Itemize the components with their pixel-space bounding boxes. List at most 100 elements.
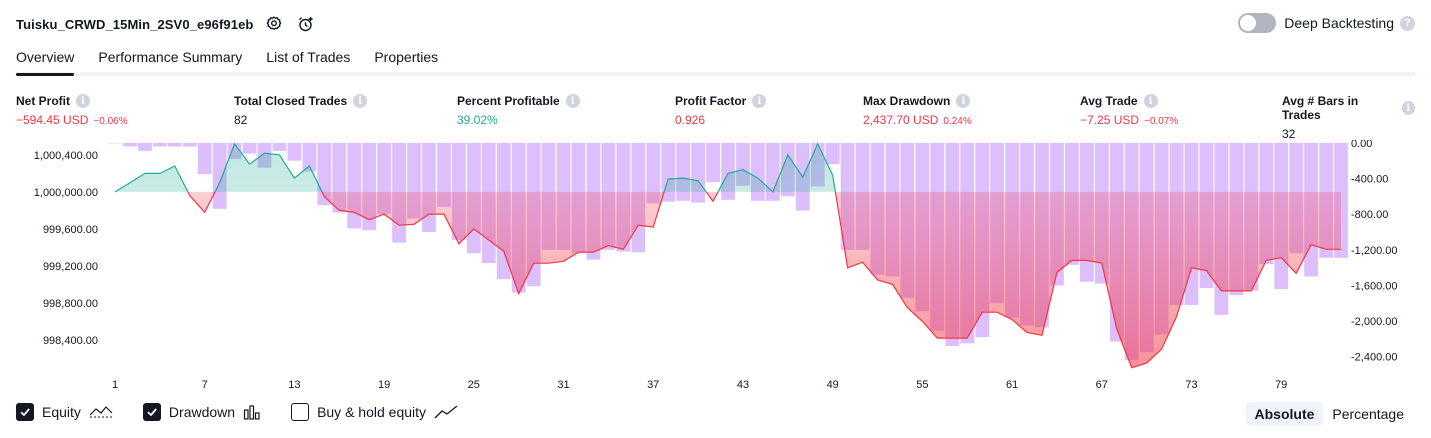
metric-label: Avg Trade [1080,94,1138,108]
info-icon[interactable]: i [353,94,368,108]
metric-max-drawdown: Max Drawdown i 2,437.70 USD 0.24% [863,94,972,127]
drawdown-bars-icon [243,404,261,420]
drawdown-bar [182,142,197,147]
equity-area-icon [89,404,113,420]
right-axis-tick: 0.00 [1351,140,1372,150]
drawdown-bar [272,142,287,151]
drawdown-bar [138,142,152,151]
drawdown-bar [167,142,182,147]
drawdown-bar [676,142,691,201]
header-bar: Tuisku_CRWD_15Min_2SV0_e96f91eb [16,12,317,36]
drawdown-bar [287,142,302,161]
metric-avg-bars-in-trades: Avg # Bars in Trades i 32 [1282,94,1415,141]
metrics-row: Net Profit i −594.45 USD −0.06% Total Clos… [16,94,1415,141]
x-axis-tick: 37 [647,379,659,390]
help-question-icon[interactable]: ? [1400,15,1415,31]
x-axis-tick: 61 [1006,379,1018,390]
metric-value: −7.25 USD [1080,113,1140,127]
metric-value: 2,437.70 USD [863,113,939,127]
equity-line-positive [114,142,836,192]
info-icon[interactable]: i [76,94,90,108]
metric-avg-trade: Avg Trade i −7.25 USD −0.07% [1080,94,1178,127]
drawdown-bar [437,142,451,207]
drawdown-bar [212,142,227,209]
drawdown-bar [123,142,137,147]
metric-label: Percent Profitable [457,94,560,108]
drawdown-bar [422,142,436,232]
drawdown-bar [153,142,167,147]
metric-percent-profitable: Percent Profitable i 39.02% [457,94,580,127]
info-icon[interactable]: i [1401,101,1415,115]
metric-value: 82 [234,113,248,127]
legend-buy-hold[interactable]: Buy & hold equity [291,403,458,421]
drawdown-bar [691,142,705,203]
equity-checkbox[interactable] [16,403,34,421]
metric-label: Profit Factor [675,94,747,108]
metric-label: Avg # Bars in Trades [1282,94,1359,122]
tab-properties[interactable]: Properties [374,49,439,65]
tab-list-of-trades[interactable]: List of Trades [266,49,351,65]
drawdown-bar [347,142,362,229]
x-axis-tick: 49 [827,379,839,390]
axis-labels: 1,000,400.00 1,000,000.00 999,600.00 999,20… [34,140,1398,390]
legend-buy-hold-label: Buy & hold equity [317,404,427,420]
drawdown-bar [646,142,661,204]
x-axis-tick: 31 [557,379,569,390]
info-icon[interactable]: i [1143,94,1158,108]
x-axis-tick: 7 [202,379,208,390]
left-axis-tick: 999,200.00 [43,261,98,273]
x-axis-tick: 1 [112,379,118,390]
buy-hold-line-icon [434,404,458,420]
metric-label: Net Profit [16,94,70,108]
absolute-button[interactable]: Absolute [1245,402,1324,426]
equity-drawdown-chart[interactable]: 1,000,400.00 1,000,000.00 999,600.00 999,20… [0,140,1431,390]
deep-backtesting-toggle[interactable] [1238,13,1277,33]
buy-hold-checkbox[interactable] [291,403,310,421]
left-axis-tick: 998,400.00 [43,335,98,347]
chart-legend: Equity Drawdown Buy & hold equity [16,403,488,421]
left-axis-tick: 1,000,000.00 [34,187,98,199]
legend-equity-label: Equity [42,404,81,420]
drawdown-checkbox[interactable] [142,403,161,421]
right-axis-tick: -1,600.00 [1351,280,1397,292]
x-axis-tick: 55 [916,379,928,390]
metric-value: 0.926 [675,113,706,127]
right-axis-tick: -800.00 [1351,209,1388,221]
right-axis-tick: -1,200.00 [1351,245,1397,257]
x-axis-tick: 67 [1096,379,1108,390]
settings-gear-icon[interactable] [263,13,285,35]
legend-equity[interactable]: Equity [16,403,113,421]
percentage-button[interactable]: Percentage [1332,406,1404,422]
drawdown-bar [825,142,840,165]
right-axis-tick: -2,000.00 [1351,316,1397,328]
x-axis-tick: 13 [288,379,300,390]
deep-backtesting-control: Deep Backtesting ? [1238,13,1415,33]
report-tabs: Overview Performance Summary List of Tra… [16,44,1415,76]
metric-percent: −0.06% [93,116,128,127]
right-axis-tick: -400.00 [1351,174,1388,186]
equity-series [114,142,1341,369]
info-icon[interactable]: i [956,94,971,108]
info-icon[interactable]: i [752,94,767,108]
legend-drawdown[interactable]: Drawdown [142,403,261,421]
x-axis-tick: 19 [378,379,390,390]
drawdown-bar [108,142,122,144]
info-icon[interactable]: i [565,94,580,108]
add-alert-clock-icon[interactable] [295,13,317,35]
metric-percent: 0.24% [943,116,972,127]
metric-label: Max Drawdown [863,94,951,108]
strategy-title: Tuisku_CRWD_15Min_2SV0_e96f91eb [16,16,254,32]
deep-backtesting-label: Deep Backtesting [1284,15,1394,31]
tab-overview[interactable]: Overview [16,44,75,76]
equity-line-negative [115,191,1341,369]
equity-area-negative [187,191,1341,368]
metric-value: 32 [1282,127,1296,141]
drawdown-bar [751,142,765,201]
x-axis-tick: 73 [1185,379,1197,390]
left-axis-tick: 999,600.00 [43,224,98,236]
left-axis-tick: 998,800.00 [43,298,98,310]
legend-drawdown-label: Drawdown [168,404,236,420]
metric-profit-factor: Profit Factor i 0.926 [675,94,767,127]
x-axis-tick: 25 [468,379,480,390]
tab-performance-summary[interactable]: Performance Summary [98,49,243,65]
